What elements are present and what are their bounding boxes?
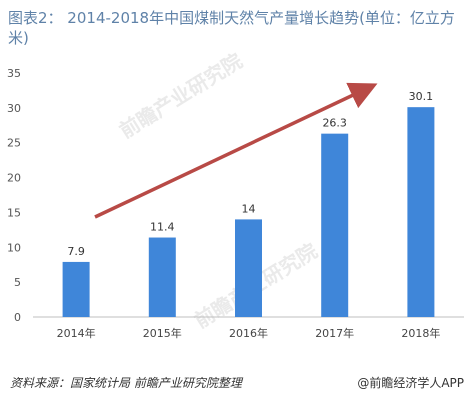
y-tick-label: 20 [7,172,21,185]
y-tick-label: 15 [7,206,21,219]
x-tick-label: 2016年 [229,326,268,340]
y-tick-label: 0 [14,311,21,324]
x-tick-label: 2014年 [57,326,96,340]
y-tick-label: 35 [7,67,21,80]
trend-arrow [94,82,378,219]
bar [321,133,349,317]
data-label: 7.9 [67,245,85,258]
y-tick-label: 5 [14,276,21,289]
data-label: 30.1 [409,90,434,103]
chart-title: 图表2： 2014-2018年中国煤制天然气产量增长趋势(单位：亿立方米) [8,9,455,47]
y-tick-label: 25 [7,137,21,150]
bar [148,237,176,317]
credit-text: @前瞻经济学人APP [357,376,464,390]
data-label: 14 [242,202,256,215]
bar [407,107,435,317]
x-tick-label: 2018年 [401,326,440,340]
source-note: 资料来源：国家统计局 前瞻产业研究院整理 [10,376,242,390]
y-tick-label: 10 [7,241,21,254]
bar [62,261,90,317]
bar [235,219,262,317]
y-tick-label: 30 [7,102,21,115]
x-tick-label: 2015年 [143,326,182,340]
x-tick-label: 2017年 [315,326,354,340]
data-label: 26.3 [322,117,347,130]
data-label: 11.4 [150,221,175,234]
